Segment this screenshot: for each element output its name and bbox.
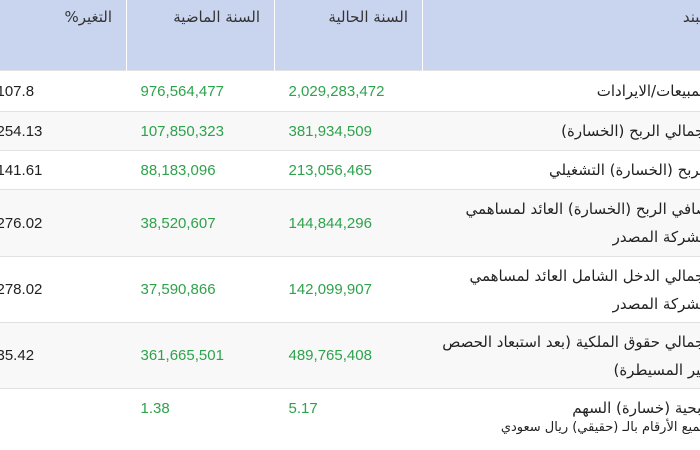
- previous-year-value: 1.38: [126, 388, 275, 428]
- header-previous-year: السنة الماضية: [126, 0, 275, 71]
- current-year-value: 144,844,296: [274, 189, 423, 257]
- previous-year-value: 88,183,096: [126, 150, 275, 190]
- change-value: 254.13: [0, 111, 127, 151]
- previous-year-value: 107,850,323: [126, 111, 275, 151]
- change-value: 107.8: [0, 70, 127, 112]
- change-value: 278.02: [0, 256, 127, 323]
- financial-results-table: البند السنة الحالية السنة الماضية التغير…: [0, 0, 700, 428]
- table-row: الربح (الخسارة) التشغيلي 213,056,465 88,…: [0, 150, 700, 190]
- change-value: [0, 388, 127, 428]
- previous-year-value: 38,520,607: [126, 189, 275, 257]
- row-label: إجمالي الربح (الخسارة): [422, 111, 700, 151]
- table-row: المبيعات/الايرادات 2,029,283,472 976,564…: [0, 70, 700, 112]
- row-label: ربحية (خسارة) السهم: [422, 388, 700, 428]
- previous-year-value: 361,665,501: [126, 322, 275, 389]
- row-label: المبيعات/الايرادات: [422, 70, 700, 112]
- current-year-value: 381,934,509: [274, 111, 423, 151]
- currency-footnote: جميع الأرقام بالـ (حقيقي) ريال سعودي: [500, 420, 700, 435]
- previous-year-value: 976,564,477: [126, 70, 275, 112]
- current-year-value: 213,056,465: [274, 150, 423, 190]
- table-row: إجمالي الدخل الشامل العائد لمساهمي الشرك…: [0, 256, 700, 323]
- current-year-value: 2,029,283,472: [274, 70, 423, 112]
- table-row: ربحية (خسارة) السهم 5.17 1.38: [0, 388, 700, 428]
- row-label: إجمالي حقوق الملكية (بعد استبعاد الحصص غ…: [422, 322, 700, 389]
- row-label: إجمالي الدخل الشامل العائد لمساهمي الشرك…: [422, 256, 700, 323]
- current-year-value: 5.17: [274, 388, 423, 428]
- previous-year-value: 37,590,866: [126, 256, 275, 323]
- change-value: 141.61: [0, 150, 127, 190]
- table-row: إجمالي حقوق الملكية (بعد استبعاد الحصص غ…: [0, 322, 700, 389]
- header-item: البند: [422, 0, 700, 71]
- row-label: صافي الربح (الخسارة) العائد لمساهمي الشر…: [422, 189, 700, 257]
- table-header-row: البند السنة الحالية السنة الماضية التغير…: [0, 0, 700, 71]
- table-row: صافي الربح (الخسارة) العائد لمساهمي الشر…: [0, 189, 700, 257]
- table-row: إجمالي الربح (الخسارة) 381,934,509 107,8…: [0, 111, 700, 151]
- current-year-value: 142,099,907: [274, 256, 423, 323]
- change-value: 35.42: [0, 322, 127, 389]
- financial-results-table-container: البند السنة الحالية السنة الماضية التغير…: [0, 0, 700, 428]
- row-label: الربح (الخسارة) التشغيلي: [422, 150, 700, 190]
- change-value: 276.02: [0, 189, 127, 257]
- current-year-value: 489,765,408: [274, 322, 423, 389]
- header-current-year: السنة الحالية: [274, 0, 423, 71]
- header-change-percent: التغير%: [0, 0, 127, 71]
